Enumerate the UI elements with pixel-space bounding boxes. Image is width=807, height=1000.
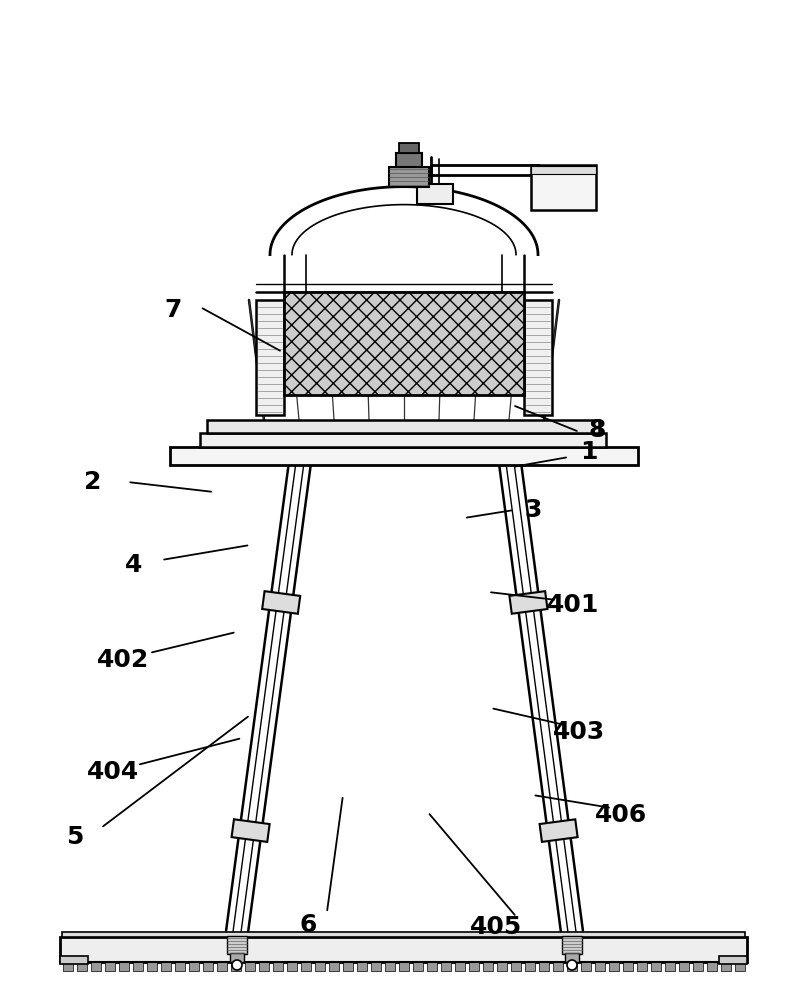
Bar: [203, 962, 213, 971]
Bar: [735, 962, 745, 971]
Bar: [553, 962, 563, 971]
Bar: [256, 300, 284, 415]
Bar: [562, 936, 582, 954]
Bar: [284, 292, 524, 395]
Bar: [231, 962, 241, 971]
Bar: [623, 962, 633, 971]
Bar: [427, 962, 437, 971]
Bar: [329, 962, 339, 971]
Polygon shape: [540, 819, 578, 842]
Bar: [301, 962, 311, 971]
Text: 403: 403: [554, 720, 605, 744]
Bar: [175, 962, 185, 971]
Bar: [609, 962, 619, 971]
Text: 1: 1: [580, 440, 598, 464]
Bar: [565, 953, 579, 962]
Bar: [200, 433, 606, 447]
Text: 6: 6: [299, 913, 317, 937]
Bar: [170, 447, 638, 465]
Bar: [525, 962, 535, 971]
Text: 405: 405: [470, 915, 522, 939]
Bar: [91, 962, 101, 971]
Text: 401: 401: [547, 593, 599, 617]
Bar: [207, 420, 599, 433]
Text: 402: 402: [97, 648, 148, 672]
Bar: [469, 962, 479, 971]
Bar: [119, 962, 129, 971]
Bar: [524, 300, 552, 415]
Bar: [707, 962, 717, 971]
Bar: [245, 962, 255, 971]
Bar: [417, 184, 453, 204]
Bar: [483, 962, 493, 971]
Bar: [413, 962, 423, 971]
Bar: [60, 937, 747, 962]
Bar: [679, 962, 689, 971]
Bar: [161, 962, 171, 971]
Polygon shape: [509, 591, 547, 614]
Bar: [385, 962, 395, 971]
Bar: [539, 962, 549, 971]
Bar: [343, 962, 353, 971]
Bar: [287, 962, 297, 971]
Text: 404: 404: [87, 760, 139, 784]
Bar: [721, 962, 731, 971]
Bar: [371, 962, 381, 971]
Bar: [441, 962, 451, 971]
Bar: [62, 932, 745, 937]
Bar: [651, 962, 661, 971]
Circle shape: [567, 960, 577, 970]
Bar: [497, 962, 507, 971]
Bar: [273, 962, 283, 971]
Bar: [315, 962, 325, 971]
Bar: [217, 962, 227, 971]
Bar: [357, 962, 367, 971]
Bar: [637, 962, 647, 971]
Bar: [396, 153, 422, 167]
Text: 3: 3: [524, 498, 541, 522]
Bar: [259, 962, 269, 971]
Bar: [595, 962, 605, 971]
Bar: [399, 962, 409, 971]
Bar: [581, 962, 591, 971]
Bar: [230, 953, 244, 962]
Text: 2: 2: [84, 470, 102, 494]
Text: 5: 5: [66, 825, 84, 849]
Bar: [719, 956, 747, 964]
Bar: [60, 956, 88, 964]
Circle shape: [232, 960, 242, 970]
Polygon shape: [232, 819, 270, 842]
Bar: [227, 936, 247, 954]
Text: 8: 8: [588, 418, 606, 442]
Text: 406: 406: [596, 803, 647, 827]
Bar: [389, 167, 429, 187]
Bar: [531, 166, 596, 174]
Bar: [399, 143, 419, 153]
Bar: [511, 962, 521, 971]
Bar: [105, 962, 115, 971]
Bar: [665, 962, 675, 971]
Bar: [693, 962, 703, 971]
Text: 4: 4: [124, 553, 142, 577]
Bar: [77, 962, 87, 971]
Bar: [567, 962, 577, 971]
Text: 7: 7: [165, 298, 182, 322]
Bar: [531, 165, 596, 210]
Polygon shape: [262, 591, 300, 614]
Bar: [133, 962, 143, 971]
Bar: [63, 962, 73, 971]
Bar: [189, 962, 199, 971]
Bar: [147, 962, 157, 971]
Bar: [455, 962, 465, 971]
